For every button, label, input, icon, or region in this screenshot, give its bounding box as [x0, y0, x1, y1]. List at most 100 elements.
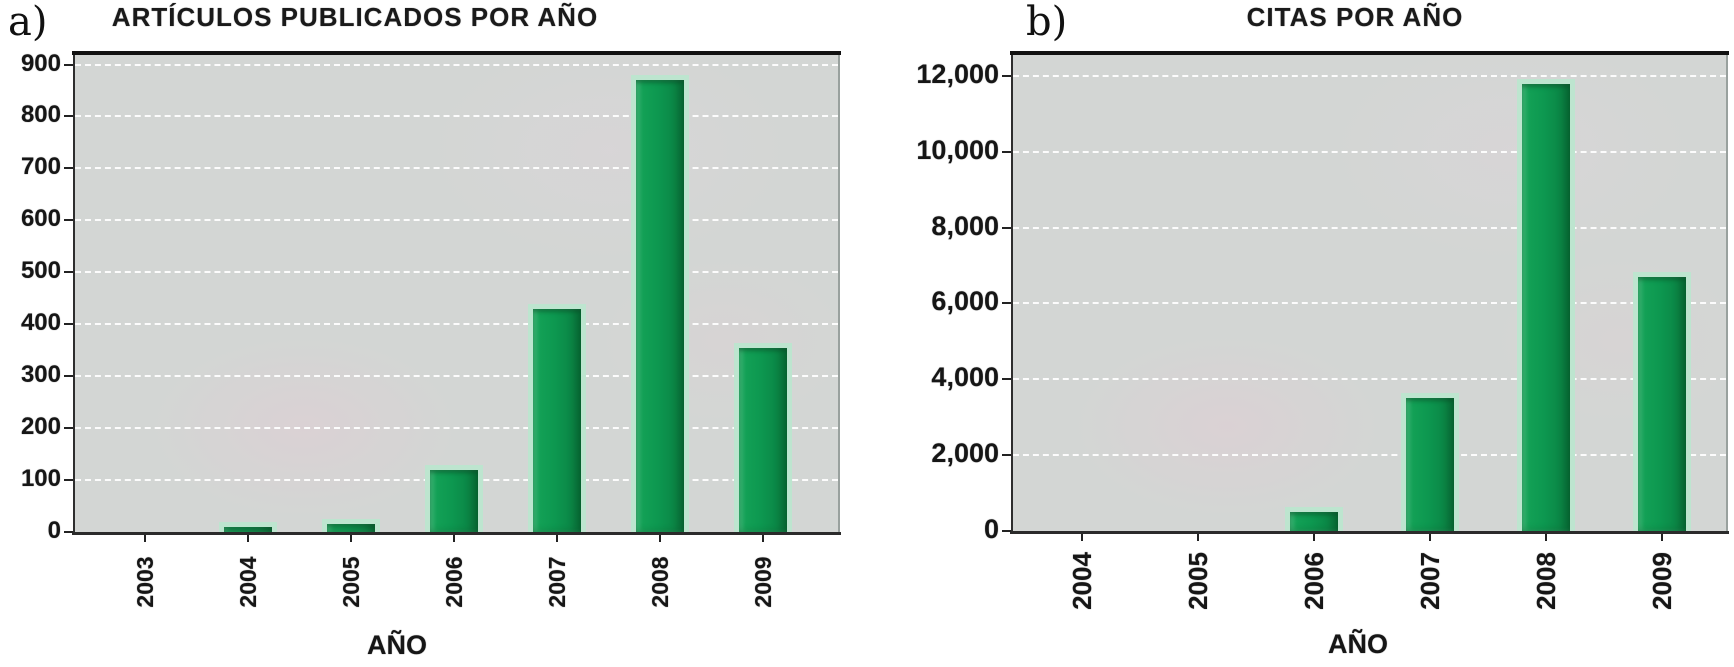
y-tick: [1002, 302, 1011, 305]
chart-articulos-publicados-por-ano: ARTÍCULOS PUBLICADOS POR AÑO AÑO 0 100 200…: [21, 2, 841, 660]
y-tick-label: 0: [47, 517, 61, 544]
bar-2004: [219, 522, 277, 532]
y-tick: [64, 375, 73, 378]
y-tick-label: 0: [983, 514, 999, 544]
x-tick-label: 2007: [544, 556, 570, 608]
y-tick-label: 8,000: [931, 210, 999, 241]
y-tick: [64, 323, 73, 326]
x-tick: [350, 535, 352, 542]
x-tick-label: 2008: [1531, 552, 1561, 610]
bar-fill: [327, 524, 375, 532]
bar-fill: [636, 80, 684, 532]
y-tick-label: 600: [20, 205, 61, 233]
chart-title: ARTÍCULOS PUBLICADOS POR AÑO: [111, 2, 599, 32]
panel-b-label: b): [1026, 0, 1068, 45]
x-tick: [1197, 534, 1199, 541]
bar-fill: [1638, 277, 1686, 531]
chart-title: CITAS POR AÑO: [1246, 2, 1464, 32]
bar-2006: [425, 465, 483, 532]
panel-a-label: a): [8, 0, 48, 45]
y-tick: [64, 427, 73, 430]
bar-fill: [430, 470, 478, 532]
x-axis-line: [1010, 531, 1729, 534]
x-axis-title: AÑO: [1328, 629, 1388, 659]
x-tick: [1313, 534, 1315, 541]
bar-2008: [1517, 79, 1575, 531]
bar-2007: [1401, 393, 1459, 531]
x-tick-label: 2009: [1647, 552, 1677, 610]
y-tick-label: 700: [20, 153, 61, 181]
x-tick-label: 2006: [1299, 552, 1329, 610]
bar-2009: [734, 343, 792, 532]
y-tick-label: 4,000: [931, 362, 999, 393]
x-tick: [1429, 534, 1431, 541]
y-tick-label: 900: [20, 49, 61, 77]
y-tick-label: 100: [20, 465, 61, 493]
plot-border-right: [1726, 55, 1728, 531]
x-axis-title: AÑO: [367, 630, 427, 660]
y-tick-label: 6,000: [931, 286, 999, 317]
gridline: [1013, 74, 1726, 77]
y-tick: [64, 167, 73, 170]
gridline: [75, 271, 838, 274]
bar-2007: [528, 304, 586, 532]
bar-fill: [1290, 512, 1338, 531]
bar-fill: [1406, 398, 1454, 531]
plot-border-top: [72, 51, 841, 55]
y-tick: [64, 219, 73, 222]
x-tick: [453, 535, 455, 542]
y-tick: [1002, 150, 1011, 153]
gridline: [75, 323, 838, 326]
y-tick: [64, 115, 73, 118]
gridline: [1013, 454, 1726, 457]
y-tick-label: 12,000: [916, 58, 999, 89]
plot-border-top: [1010, 51, 1729, 55]
bar-2009: [1633, 272, 1691, 531]
x-tick: [762, 535, 764, 542]
bar-2006: [1285, 507, 1343, 531]
x-tick-label: 2006: [441, 556, 467, 608]
y-tick: [1002, 226, 1011, 229]
x-tick: [556, 535, 558, 542]
chart-citas-por-ano: CITAS POR AÑO AÑO 0 2,000 4,000 6,000 8,000 1…: [916, 2, 1729, 659]
gridline: [75, 167, 838, 170]
x-tick-label: 2007: [1415, 552, 1445, 610]
x-tick-label: 2005: [1183, 552, 1213, 610]
plot-area: [1013, 55, 1726, 531]
y-tick-label: 2,000: [931, 438, 999, 469]
gridline: [1013, 226, 1726, 229]
gridline: [1013, 302, 1726, 305]
x-tick-label: 2005: [338, 556, 364, 608]
y-tick: [1002, 454, 1011, 457]
x-tick: [659, 535, 661, 542]
y-tick-label: 300: [20, 361, 61, 389]
x-tick-label: 2003: [132, 556, 158, 608]
y-tick-label: 800: [20, 101, 61, 129]
x-tick: [1545, 534, 1547, 541]
y-tick-label: 500: [20, 257, 61, 285]
gridline: [75, 219, 838, 222]
x-tick: [1661, 534, 1663, 541]
bar-2008: [631, 75, 689, 532]
y-axis-line: [1011, 55, 1013, 531]
y-tick: [1002, 530, 1011, 532]
bar-fill: [739, 348, 787, 532]
x-tick: [144, 535, 146, 542]
y-tick: [1002, 74, 1011, 77]
gridline: [75, 63, 838, 66]
y-tick-label: 10,000: [916, 134, 999, 165]
y-tick: [1002, 378, 1011, 381]
bar-fill: [224, 527, 272, 532]
x-tick-label: 2004: [235, 556, 261, 608]
plot-border-right: [838, 55, 840, 532]
gridline: [75, 115, 838, 118]
y-axis-line: [73, 55, 75, 532]
x-tick-label: 2008: [647, 556, 673, 608]
gridline: [75, 427, 838, 430]
y-tick-label: 400: [20, 309, 61, 337]
y-tick: [64, 63, 73, 66]
x-tick-label: 2009: [750, 556, 776, 608]
x-tick: [247, 535, 249, 542]
y-tick: [64, 271, 73, 274]
